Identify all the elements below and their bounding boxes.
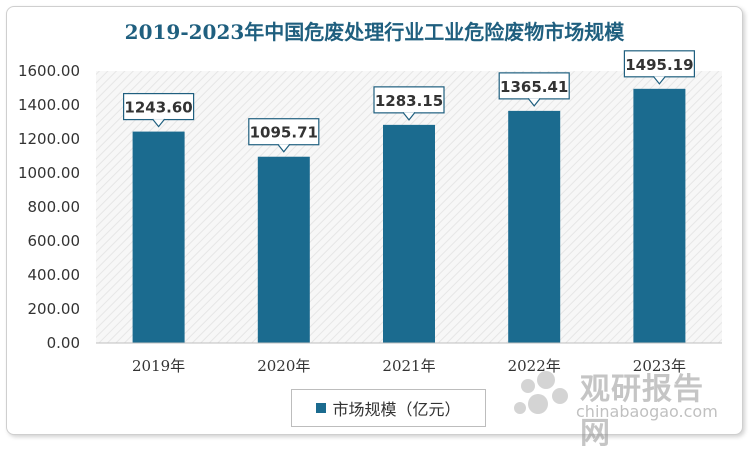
bar	[508, 110, 561, 343]
y-tick-label: 200.00	[28, 300, 81, 318]
bar	[257, 156, 310, 343]
data-label-box	[122, 92, 195, 121]
x-tick-label: 2021年	[382, 357, 435, 375]
data-label-box	[248, 118, 320, 146]
bar	[633, 88, 686, 343]
y-tick-label: 0.00	[47, 334, 80, 352]
y-tick-label: 800.00	[28, 198, 81, 216]
x-tick-label: 2020年	[257, 357, 310, 375]
data-label: 1365.41	[500, 78, 568, 96]
data-label-box	[373, 86, 445, 114]
legend-swatch	[316, 403, 327, 413]
data-label-pointer	[277, 143, 291, 153]
data-label-pointer	[152, 118, 166, 128]
data-label-pointer	[652, 75, 666, 85]
x-tick-label: 2022年	[508, 357, 561, 375]
data-label: 1495.19	[625, 56, 693, 74]
data-label: 1243.60	[124, 99, 192, 117]
bar-chart: 0.00 200.00 400.00 600.00 800.00 1000.00 1200.…	[18, 50, 722, 375]
data-label-pointer	[527, 98, 541, 107]
y-tick-label: 1000.00	[18, 164, 80, 182]
y-tick-label: 1600.00	[18, 62, 80, 80]
data-label: 1095.71	[250, 124, 318, 142]
y-tick-label: 1400.00	[18, 96, 80, 114]
y-tick-label: 400.00	[28, 266, 81, 284]
x-tick-label: 2023年	[633, 357, 686, 375]
x-tick-label: 2019年	[132, 357, 185, 375]
data-label-pointer	[402, 111, 416, 121]
data-label-box	[623, 50, 696, 78]
legend: 市场规模（亿元）	[291, 389, 486, 427]
legend-label: 市场规模（亿元）	[332, 400, 461, 419]
y-tick-label: 1200.00	[18, 130, 80, 148]
y-tick-label: 600.00	[28, 232, 81, 250]
data-label: 1283.15	[375, 92, 443, 110]
bar	[132, 131, 185, 343]
bar	[383, 124, 435, 343]
chart-title: 2019-2023年中国危废处理行业工业危险废物市场规模	[124, 20, 625, 44]
